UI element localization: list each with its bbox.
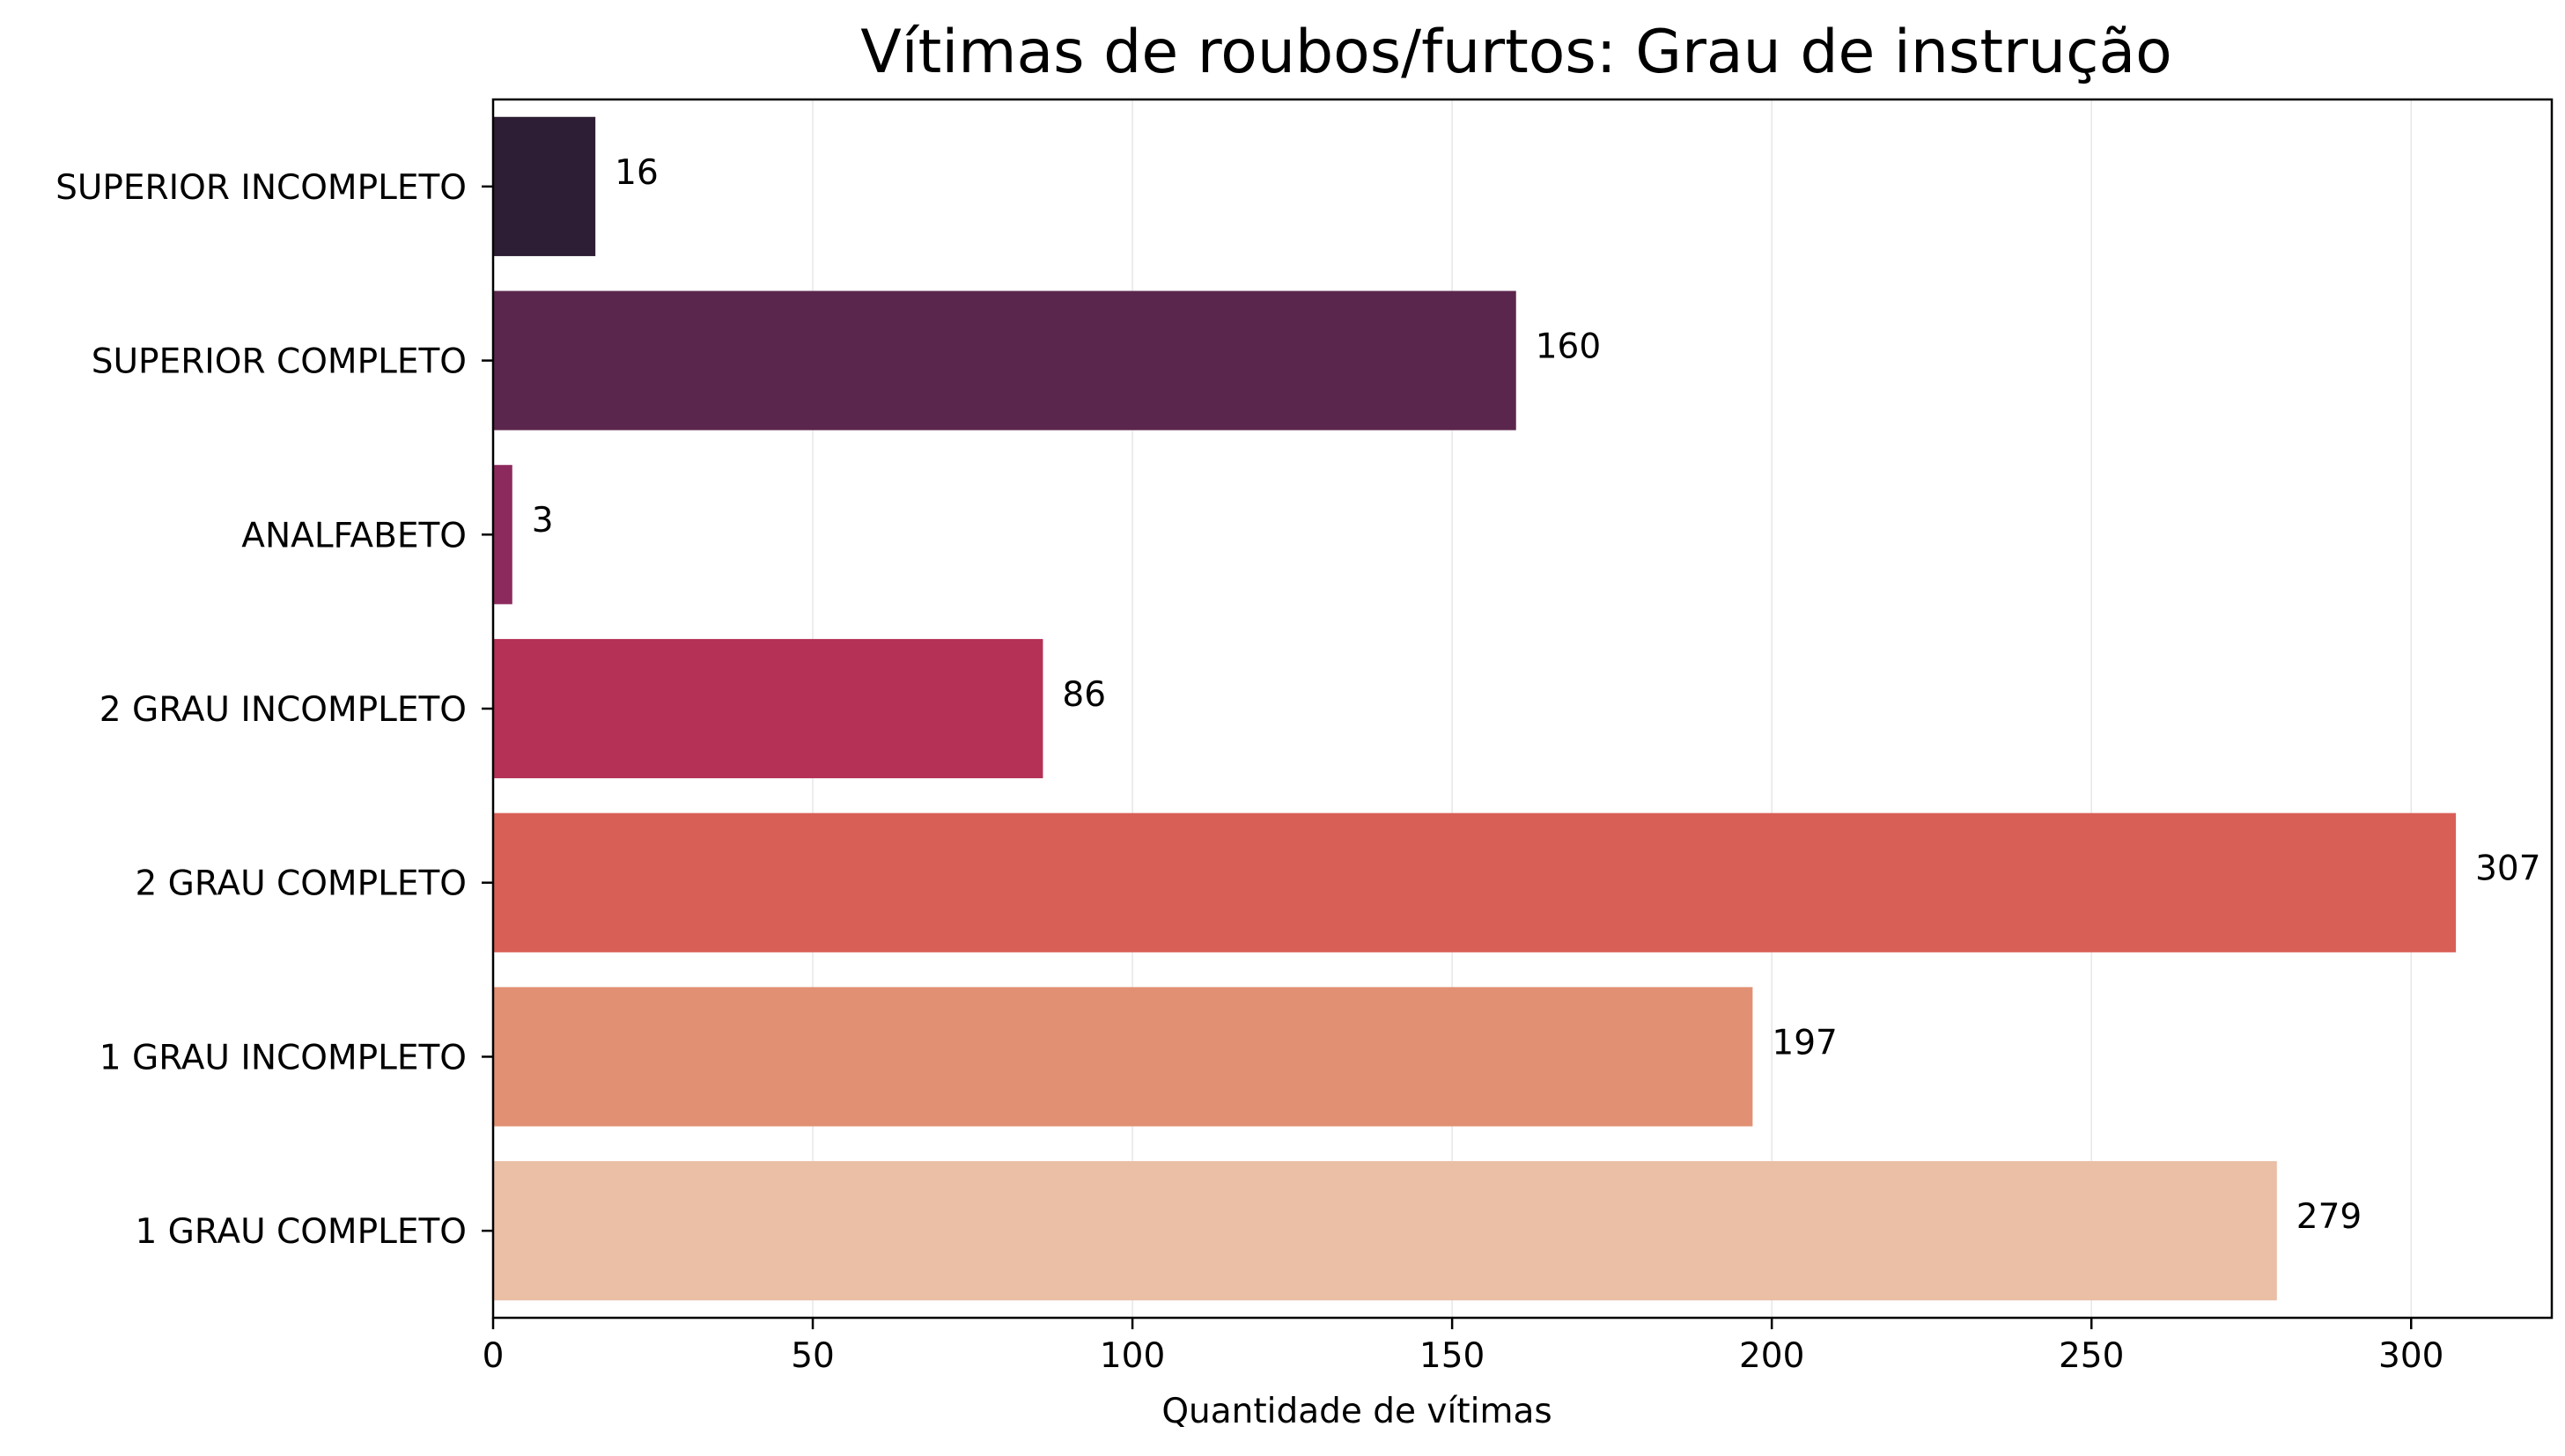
bar-value-label: 279: [2296, 1197, 2362, 1237]
y-tick-label: SUPERIOR INCOMPLETO: [55, 168, 467, 208]
chart-title: Vítimas de roubos/furtos: Grau de instru…: [860, 18, 2171, 87]
bar-value-label: 16: [615, 153, 659, 193]
y-tick-label: ANALFABETO: [241, 516, 467, 555]
bar-value-label: 86: [1062, 675, 1106, 715]
bar: [493, 465, 512, 605]
bar-value-label: 3: [532, 501, 554, 540]
bar: [493, 638, 1043, 779]
bars: [493, 116, 2457, 1301]
x-tick-label: 50: [791, 1336, 835, 1376]
bar-value-label: 307: [2475, 849, 2540, 889]
x-axis-ticks: 0 50 100 150 200 250 300: [483, 1318, 2443, 1376]
x-tick-label: 250: [2059, 1336, 2124, 1376]
bar: [493, 290, 1516, 430]
bar: [493, 1161, 2277, 1301]
bar-value-labels: 16 160 3 86 307 197 279: [532, 153, 2541, 1237]
x-tick-label: 200: [1739, 1336, 1804, 1376]
y-tick-label: SUPERIOR COMPLETO: [92, 342, 467, 382]
x-tick-label: 300: [2378, 1336, 2443, 1376]
bar: [493, 987, 1753, 1127]
x-tick-label: 0: [483, 1336, 505, 1376]
x-axis-label: Quantidade de vítimas: [1161, 1392, 1552, 1431]
y-tick-label: 2 GRAU COMPLETO: [135, 864, 467, 904]
x-tick-label: 150: [1419, 1336, 1485, 1376]
bar-value-label: 160: [1536, 327, 1601, 366]
bar-value-label: 197: [1772, 1023, 1837, 1063]
x-tick-label: 100: [1100, 1336, 1165, 1376]
bar: [493, 813, 2457, 952]
y-tick-label: 1 GRAU COMPLETO: [135, 1212, 467, 1252]
y-tick-label: 1 GRAU INCOMPLETO: [100, 1038, 467, 1077]
y-axis-ticks: SUPERIOR INCOMPLETO SUPERIOR COMPLETO ANAL…: [55, 168, 493, 1252]
bar: [493, 116, 596, 256]
y-tick-label: 2 GRAU INCOMPLETO: [100, 690, 467, 730]
